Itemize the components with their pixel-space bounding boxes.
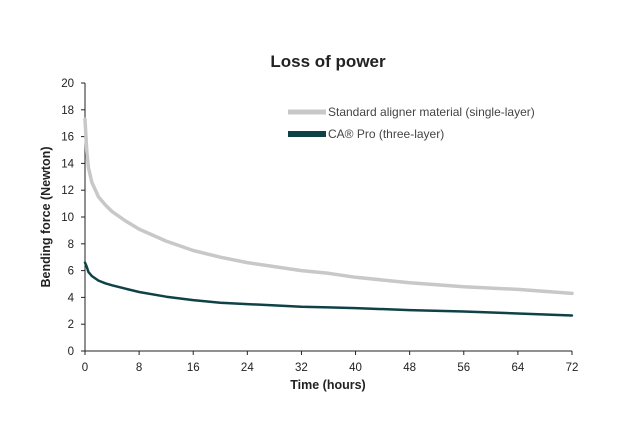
y-tick-label: 8 [68,239,74,251]
y-tick-label: 20 [61,78,74,90]
y-tick-label: 10 [61,212,74,224]
x-tick-label: 72 [566,362,579,374]
y-tick-label: 12 [61,185,74,197]
x-tick-label: 24 [241,362,254,374]
x-tick-label: 16 [187,362,200,374]
series-group [83,117,574,317]
x-tick-label: 8 [136,362,142,374]
y-tick-label: 6 [68,266,74,278]
legend: Standard aligner material (single-layer)… [288,105,535,141]
x-tick-label: 0 [82,362,88,374]
legend-label-2: CA® Pro (three-layer) [328,127,444,141]
series-line-2 [83,261,574,317]
y-tick-label: 2 [68,319,74,331]
x-tick-label: 40 [349,362,362,374]
y-tick-label: 18 [61,105,74,117]
y-tick-label: 0 [68,346,74,358]
y-tick-label: 4 [68,292,75,304]
x-axis-label: Time (hours) [290,378,365,392]
y-tick-label: 14 [61,158,74,170]
x-tick-label: 64 [511,362,524,374]
x-tick-label: 56 [457,362,470,374]
series-line-1 [83,117,574,296]
y-axis-label: Bending force (Newton) [39,147,53,288]
x-tick-label: 32 [295,362,308,374]
x-tick-label: 48 [403,362,416,374]
chart-title: Loss of power [270,52,386,71]
y-tick-label: 16 [61,132,74,144]
legend-label-1: Standard aligner material (single-layer) [328,105,535,119]
